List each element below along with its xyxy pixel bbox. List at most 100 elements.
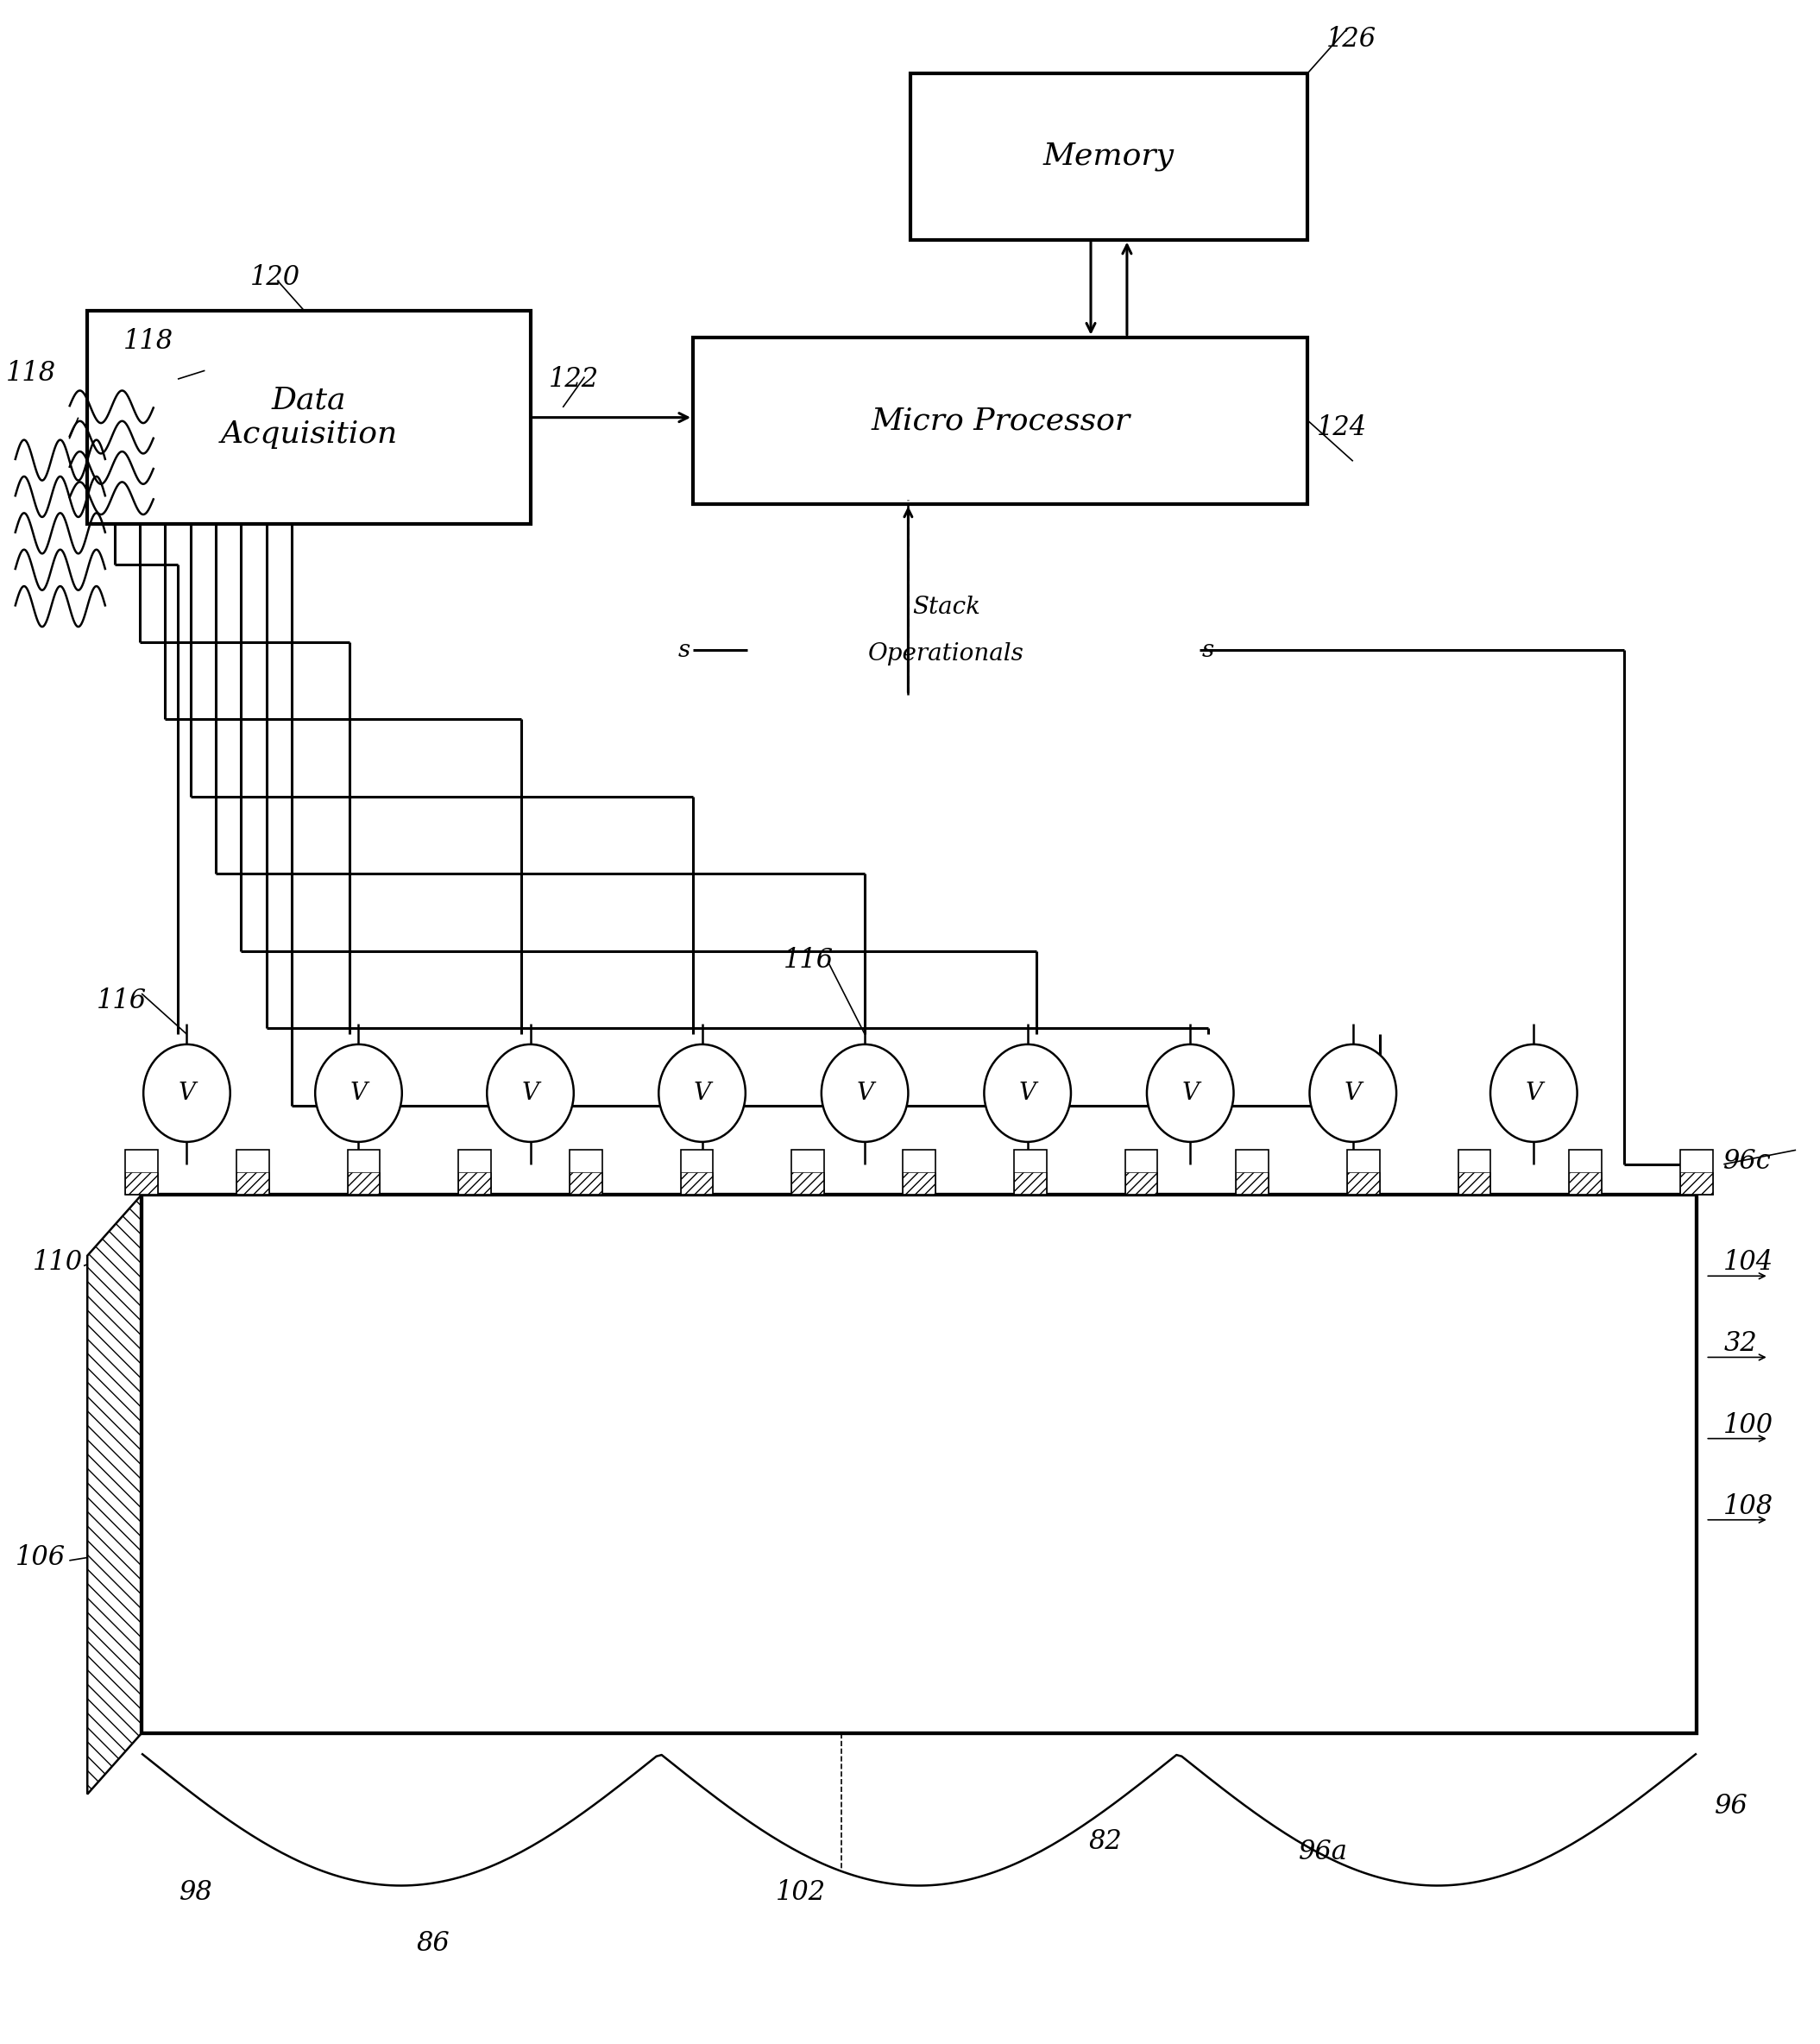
Bar bbox=[364, 1196, 410, 1733]
Text: 96a: 96a bbox=[1299, 1838, 1349, 1866]
Bar bbox=[1363, 1196, 1409, 1733]
Bar bbox=[681, 1173, 713, 1196]
Text: 82: 82 bbox=[1088, 1829, 1123, 1856]
Bar bbox=[142, 1196, 187, 1733]
Bar bbox=[142, 1196, 1696, 1733]
Bar bbox=[1458, 1151, 1491, 1196]
Text: 126: 126 bbox=[1325, 27, 1376, 53]
Bar bbox=[570, 1173, 602, 1196]
Bar bbox=[1520, 1196, 1585, 1733]
Bar bbox=[1014, 1151, 1046, 1196]
Bar bbox=[693, 337, 1309, 503]
Text: 120: 120 bbox=[249, 264, 300, 290]
Text: 110: 110 bbox=[33, 1249, 84, 1275]
Polygon shape bbox=[87, 1196, 142, 1795]
Bar bbox=[792, 1173, 824, 1196]
Bar bbox=[1474, 1196, 1520, 1733]
Bar bbox=[697, 1196, 743, 1733]
Bar bbox=[1409, 1196, 1474, 1733]
Bar bbox=[521, 1196, 586, 1733]
Circle shape bbox=[659, 1044, 746, 1143]
Text: V: V bbox=[522, 1081, 539, 1104]
Text: 116: 116 bbox=[96, 987, 147, 1014]
Text: 96c: 96c bbox=[1724, 1147, 1773, 1175]
Text: Stack: Stack bbox=[912, 595, 981, 619]
Bar bbox=[348, 1173, 380, 1196]
Text: 32: 32 bbox=[1724, 1331, 1756, 1357]
Bar bbox=[632, 1196, 697, 1733]
Text: V: V bbox=[855, 1081, 874, 1104]
Circle shape bbox=[315, 1044, 402, 1143]
Bar bbox=[237, 1173, 269, 1196]
Bar bbox=[1014, 1173, 1046, 1196]
Bar bbox=[903, 1173, 935, 1196]
Bar bbox=[1030, 1196, 1076, 1733]
Bar bbox=[681, 1151, 713, 1196]
Bar bbox=[808, 1196, 854, 1733]
Bar bbox=[1458, 1173, 1491, 1196]
Circle shape bbox=[985, 1044, 1070, 1143]
Text: 116: 116 bbox=[783, 946, 834, 973]
Bar bbox=[126, 1173, 158, 1196]
Text: 86: 86 bbox=[417, 1930, 450, 1956]
Text: 118: 118 bbox=[124, 327, 173, 354]
Bar bbox=[87, 311, 530, 523]
Bar bbox=[1680, 1173, 1713, 1196]
Bar bbox=[459, 1173, 491, 1196]
Bar bbox=[919, 1196, 965, 1733]
Text: V: V bbox=[1181, 1081, 1199, 1104]
Bar bbox=[903, 1151, 935, 1196]
Text: 124: 124 bbox=[1318, 415, 1367, 442]
Circle shape bbox=[1147, 1044, 1234, 1143]
Bar bbox=[348, 1151, 380, 1196]
Text: 96: 96 bbox=[1714, 1793, 1747, 1819]
Bar bbox=[1125, 1151, 1158, 1196]
Text: Memory: Memory bbox=[1043, 141, 1174, 172]
Bar bbox=[1569, 1173, 1602, 1196]
Text: V: V bbox=[1345, 1081, 1361, 1104]
Bar bbox=[1076, 1196, 1141, 1733]
Bar bbox=[1680, 1151, 1713, 1196]
Bar bbox=[1631, 1196, 1696, 1733]
Bar bbox=[1569, 1151, 1602, 1196]
Text: V: V bbox=[178, 1081, 195, 1104]
Text: 100: 100 bbox=[1724, 1412, 1774, 1439]
Bar bbox=[1187, 1196, 1252, 1733]
Circle shape bbox=[1310, 1044, 1396, 1143]
Circle shape bbox=[821, 1044, 908, 1143]
Bar bbox=[570, 1151, 602, 1196]
Bar bbox=[253, 1196, 298, 1733]
Text: 108: 108 bbox=[1724, 1492, 1774, 1521]
Bar bbox=[1141, 1196, 1187, 1733]
Bar bbox=[237, 1151, 269, 1196]
Text: V: V bbox=[1019, 1081, 1036, 1104]
Bar bbox=[1347, 1173, 1380, 1196]
Text: 122: 122 bbox=[548, 366, 599, 392]
Bar bbox=[126, 1151, 158, 1196]
Bar bbox=[459, 1151, 491, 1196]
Text: Operationals: Operationals bbox=[868, 642, 1025, 666]
Bar bbox=[475, 1196, 521, 1733]
Text: 104: 104 bbox=[1724, 1249, 1774, 1275]
Bar bbox=[142, 1196, 1696, 1733]
Bar bbox=[743, 1196, 808, 1733]
Circle shape bbox=[144, 1044, 229, 1143]
Bar bbox=[1125, 1173, 1158, 1196]
Bar bbox=[1236, 1173, 1269, 1196]
Bar bbox=[910, 74, 1309, 239]
Circle shape bbox=[488, 1044, 573, 1143]
Text: Data
Acquisition: Data Acquisition bbox=[220, 386, 397, 450]
Bar bbox=[410, 1196, 475, 1733]
Text: V: V bbox=[1525, 1081, 1542, 1104]
Bar bbox=[854, 1196, 919, 1733]
Text: 106: 106 bbox=[15, 1543, 66, 1570]
Text: V: V bbox=[349, 1081, 368, 1104]
Bar bbox=[965, 1196, 1030, 1733]
Bar bbox=[1585, 1196, 1631, 1733]
Bar bbox=[1236, 1151, 1269, 1196]
Circle shape bbox=[1491, 1044, 1578, 1143]
Bar bbox=[586, 1196, 632, 1733]
Bar bbox=[1298, 1196, 1363, 1733]
Bar bbox=[1252, 1196, 1298, 1733]
Bar bbox=[298, 1196, 364, 1733]
